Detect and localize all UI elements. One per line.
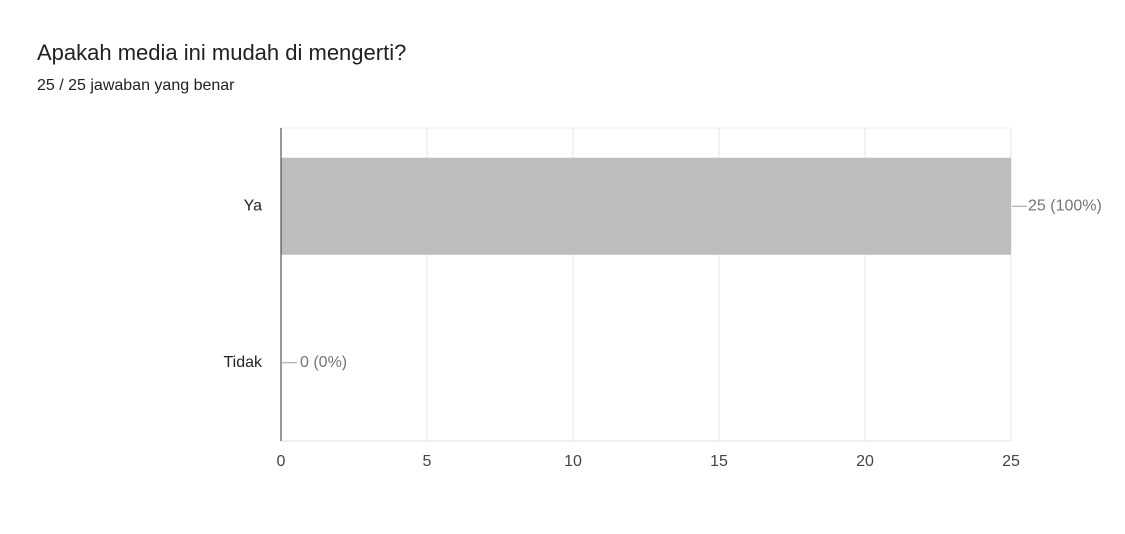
x-tick-label: 0 xyxy=(277,453,286,470)
y-tick-label: Ya xyxy=(244,197,262,214)
x-tick-label: 10 xyxy=(564,453,582,470)
value-label: 25 (100%) xyxy=(1028,197,1102,214)
chart-title: Apakah media ini mudah di mengerti? xyxy=(37,40,406,65)
x-tick-label: 20 xyxy=(856,453,874,470)
value-label: 0 (0%) xyxy=(300,354,347,371)
bar xyxy=(281,157,1011,255)
x-tick-label: 25 xyxy=(1002,453,1020,470)
x-tick-label: 15 xyxy=(710,453,728,470)
x-tick-label: 5 xyxy=(423,453,432,470)
y-tick-label: Tidak xyxy=(223,354,263,371)
chart-subtitle: 25 / 25 jawaban yang benar xyxy=(37,77,235,94)
